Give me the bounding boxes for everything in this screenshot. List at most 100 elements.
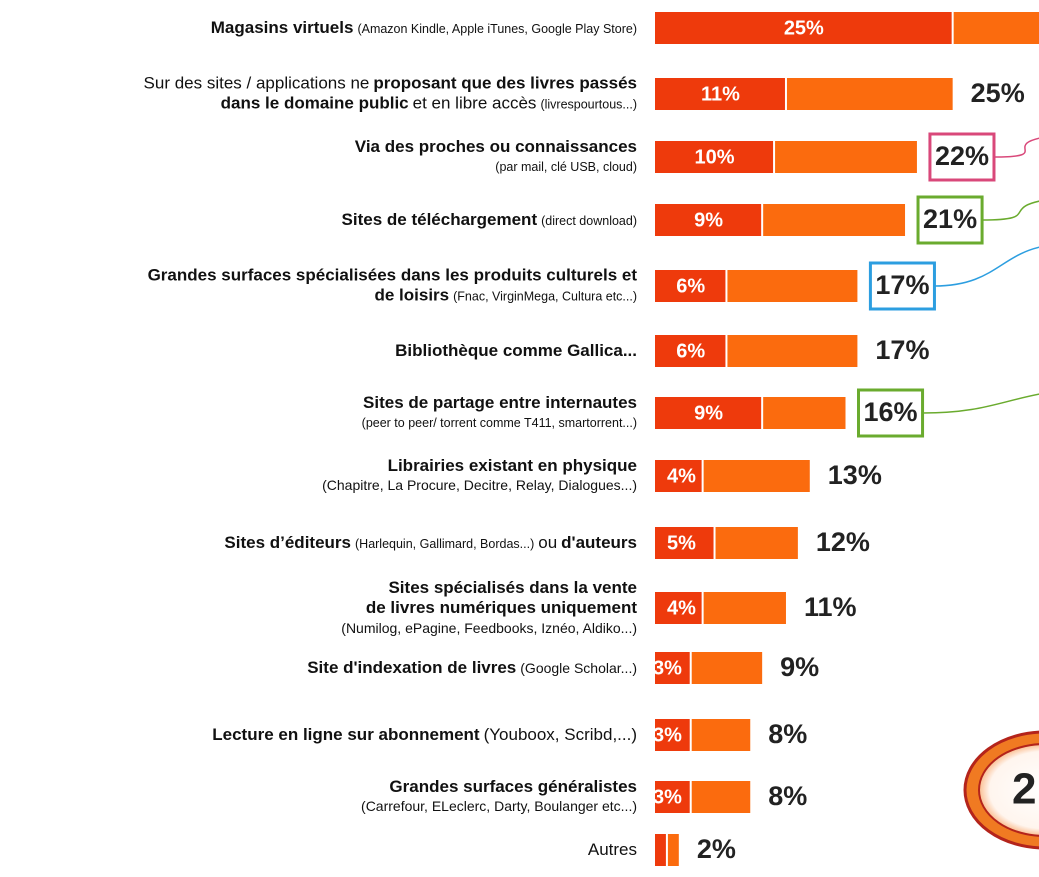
category-label: Site d'indexation de livres (Google Schol… — [307, 658, 637, 678]
total-label: 17% — [875, 270, 929, 300]
label-part: (Numilog, ePagine, Feedbooks, Iznéo, Ald… — [341, 619, 637, 636]
label-part: Sur des sites / applications ne — [143, 73, 370, 93]
label-part: et en libre accès — [412, 94, 537, 113]
label-line: (Carrefour, ELeclerc, Darty, Boulanger e… — [361, 798, 637, 817]
callout-line — [982, 200, 1039, 221]
label-part: (Amazon Kindle, Apple iTunes, Google Pla… — [357, 21, 637, 36]
total-label: 16% — [864, 397, 918, 427]
bar-segment — [655, 78, 786, 110]
segment-label: 6% — [676, 340, 705, 362]
total-label: 12% — [816, 527, 870, 557]
total-label: 25% — [971, 78, 1025, 108]
label-line: Sites d’éditeurs (Harlequin, Gallimard, B… — [224, 533, 637, 553]
segment-label: 4% — [667, 465, 696, 487]
label-line: Bibliothèque comme Gallica... — [395, 341, 637, 361]
callout-line — [922, 393, 1039, 414]
bar-segment — [655, 12, 953, 44]
label-part: (Carrefour, ELeclerc, Darty, Boulanger e… — [361, 798, 637, 815]
label-part: Grandes surfaces spécialisées dans les p… — [147, 265, 637, 285]
label-line: Grandes surfaces généralistes — [361, 777, 637, 797]
segment-label: 6% — [676, 275, 705, 297]
label-line: Sur des sites / applications ne proposant… — [144, 74, 637, 94]
label-part: Librairies existant en physique — [387, 456, 637, 476]
total-label: 17% — [875, 335, 929, 365]
callout-line — [934, 246, 1039, 287]
segment-label: 9% — [694, 402, 723, 424]
label-part: (Chapitre, La Procure, Decitre, Relay, D… — [322, 477, 637, 494]
label-line: Site d'indexation de livres (Google Schol… — [307, 658, 637, 678]
label-line: (peer to peer/ torrent comme T411, smart… — [362, 414, 637, 433]
label-part: proposant que des livres passés — [373, 73, 637, 93]
segment-label: 3% — [653, 724, 682, 746]
label-line: (Numilog, ePagine, Feedbooks, Iznéo, Ald… — [341, 619, 637, 638]
label-part: Sites d’éditeurs — [224, 532, 351, 552]
bar-segment — [655, 335, 727, 367]
label-part: Autres — [587, 839, 637, 859]
bar-segment — [655, 781, 691, 813]
label-part: (par mail, clé USB, cloud) — [495, 160, 637, 175]
label-part: Sites de téléchargement — [341, 209, 538, 229]
label-line: Sites spécialisés dans la vente — [341, 578, 637, 598]
badge-text: 2 — [1012, 765, 1036, 814]
label-line: Librairies existant en physique — [322, 456, 637, 476]
bar-segment — [655, 460, 703, 492]
label-part: d'auteurs — [561, 532, 637, 552]
category-label: Bibliothèque comme Gallica... — [395, 341, 637, 361]
label-line: Sites de téléchargement (direct download) — [342, 210, 637, 230]
label-part: (livrespourtous...) — [540, 98, 637, 112]
bar-segment — [655, 270, 727, 302]
label-line: Magasins virtuels (Amazon Kindle, Apple i… — [211, 18, 637, 38]
bar-segment — [655, 652, 691, 684]
label-part: Grandes surfaces généralistes — [389, 777, 637, 797]
bar-segment — [655, 141, 775, 173]
segment-label: 11% — [701, 83, 740, 105]
category-label: Magasins virtuels (Amazon Kindle, Apple i… — [211, 18, 637, 38]
label-line: dans le domaine public et en libre accès(… — [144, 94, 637, 114]
category-label: Via des proches ou connaissances (par mai… — [355, 137, 637, 177]
segment-label: 3% — [653, 657, 682, 679]
label-part: (Google Scholar...) — [520, 659, 637, 676]
label-part: (peer to peer/ torrent comme T411, smart… — [361, 416, 637, 431]
total-label: 21% — [923, 204, 977, 234]
label-part: Via des proches ou connaissances — [354, 137, 637, 157]
callout-line — [993, 137, 1039, 158]
total-label: 8% — [768, 781, 807, 811]
total-label: 2% — [697, 834, 736, 864]
label-part: Magasins virtuels — [210, 17, 354, 37]
segment-label: 4% — [667, 597, 696, 619]
label-line: (par mail, clé USB, cloud) — [355, 158, 637, 177]
label-part: de loisirs — [374, 286, 450, 305]
segment-label: 10% — [695, 146, 735, 168]
label-part: (Youboox, Scribd,...) — [483, 724, 637, 744]
category-label: Grandes surfaces spécialisées dans les p… — [148, 266, 637, 307]
category-label: Autres — [588, 840, 637, 860]
label-line: Sites de partage entre internautes — [362, 393, 637, 413]
bar-segment — [655, 719, 691, 751]
category-label: Sur des sites / applications ne proposant… — [144, 74, 637, 115]
category-label: Lecture en ligne sur abonnement (Youboox,… — [212, 725, 637, 745]
label-line: (Chapitre, La Procure, Decitre, Relay, D… — [322, 477, 637, 496]
segment-label: 3% — [653, 786, 682, 808]
category-label: Sites spécialisés dans la vente de livres… — [341, 578, 637, 638]
category-label: Sites de téléchargement (direct download) — [342, 210, 637, 230]
label-part: (direct download) — [541, 213, 637, 228]
category-label: Sites d’éditeurs (Harlequin, Gallimard, B… — [224, 533, 637, 553]
label-line: Grandes surfaces spécialisées dans les p… — [148, 266, 637, 286]
label-line: de livres numériques uniquement — [341, 598, 637, 618]
label-part: dans le domaine public — [220, 94, 409, 113]
category-label: Librairies existant en physique (Chapitre… — [322, 456, 637, 496]
bar-segment — [655, 204, 763, 236]
label-part: (Harlequin, Gallimard, Bordas...) — [355, 536, 535, 551]
label-part: de livres numériques uniquement — [365, 598, 637, 618]
bar-segment — [655, 527, 715, 559]
label-part: Lecture en ligne sur abonnement — [212, 724, 480, 744]
label-part: Sites spécialisés dans la vente — [388, 578, 637, 598]
total-label: 11% — [804, 592, 857, 622]
category-label: Grandes surfaces généralistes (Carrefour,… — [361, 777, 637, 817]
label-part: Site d'indexation de livres — [307, 657, 517, 677]
total-label: 13% — [828, 460, 882, 490]
segment-label: 25% — [784, 17, 824, 39]
bar-segment — [655, 592, 703, 624]
